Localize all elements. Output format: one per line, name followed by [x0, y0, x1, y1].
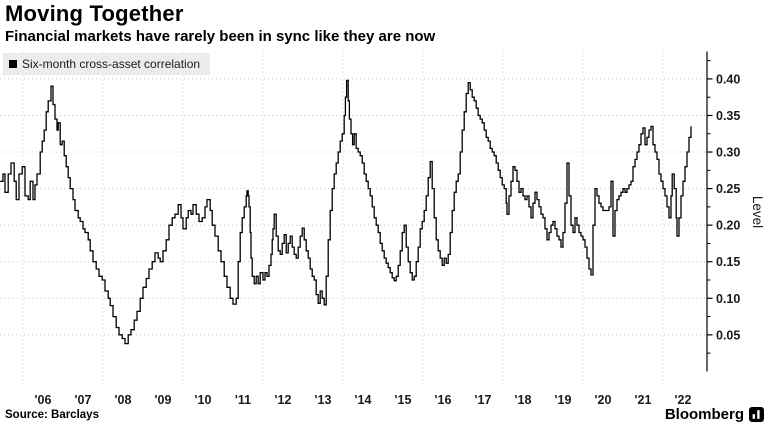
- y-tick-label: 0.05: [716, 328, 740, 342]
- x-tick-label: '20: [595, 393, 612, 407]
- y-tick-label: 0.15: [716, 255, 740, 269]
- x-tick-label: '08: [115, 393, 132, 407]
- bloomberg-wordmark: Bloomberg: [664, 406, 744, 423]
- x-tick-label: '13: [315, 393, 332, 407]
- legend-label: Six-month cross-asset correlation: [22, 57, 201, 71]
- y-tick-label: 0.25: [716, 182, 740, 196]
- x-tick-label: '18: [515, 393, 532, 407]
- x-tick-label: '11: [235, 393, 251, 407]
- page-title: Moving Together: [5, 1, 184, 26]
- x-tick-label: '22: [675, 393, 692, 407]
- bloomberg-logo-icon: [749, 407, 764, 422]
- x-tick-label: '15: [395, 393, 412, 407]
- source-text: Source: Barclays: [5, 409, 99, 421]
- y-tick-label: 0.40: [716, 72, 740, 86]
- x-tick-label: '19: [555, 393, 572, 407]
- x-tick-label: '16: [435, 393, 452, 407]
- x-tick-label: '10: [195, 393, 212, 407]
- bloomberg-brand: Bloomberg: [665, 406, 764, 423]
- x-tick-label: '12: [275, 393, 292, 407]
- x-tick-label: '14: [355, 393, 372, 407]
- y-tick-label: 0.10: [716, 292, 740, 306]
- y-tick-label: 0.30: [716, 146, 740, 160]
- series-line: [0, 79, 692, 345]
- x-tick-label: '21: [635, 393, 652, 407]
- legend: Six-month cross-asset correlation: [3, 53, 211, 75]
- y-axis-title: Level: [750, 196, 765, 228]
- y-tick-label: 0.35: [716, 109, 740, 123]
- page-subtitle: Financial markets have rarely been in sy…: [5, 28, 436, 45]
- x-tick-label: '06: [35, 393, 52, 407]
- x-tick-label: '07: [75, 393, 92, 407]
- y-tick-label: 0.20: [716, 219, 740, 233]
- legend-swatch-icon: [9, 60, 17, 68]
- x-tick-label: '17: [475, 393, 492, 407]
- x-tick-label: '09: [155, 393, 172, 407]
